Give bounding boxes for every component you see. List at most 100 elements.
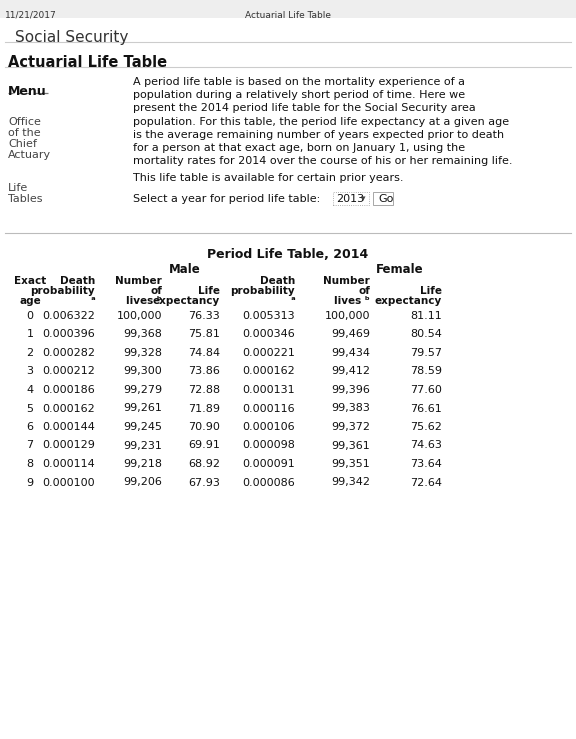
Text: 0.006322: 0.006322 [42, 311, 95, 321]
Text: 0.000162: 0.000162 [242, 367, 295, 376]
Text: 99,383: 99,383 [331, 403, 370, 414]
Text: 100,000: 100,000 [116, 311, 162, 321]
Text: 75.62: 75.62 [410, 422, 442, 432]
Text: Death: Death [260, 276, 295, 286]
Text: A period life table is based on the mortality experience of a: A period life table is based on the mort… [133, 77, 465, 87]
Text: 0.000162: 0.000162 [42, 403, 95, 414]
Text: Menu: Menu [8, 85, 47, 98]
Text: 79.57: 79.57 [410, 348, 442, 358]
Text: 0.000116: 0.000116 [242, 403, 295, 414]
Text: 99,300: 99,300 [123, 367, 162, 376]
Text: population during a relatively short period of time. Here we: population during a relatively short per… [133, 90, 465, 101]
Text: Select a year for period life table:: Select a year for period life table: [133, 194, 320, 205]
Text: Number: Number [115, 276, 162, 286]
Text: 0.000346: 0.000346 [242, 330, 295, 339]
Text: 99,261: 99,261 [123, 403, 162, 414]
Text: expectancy: expectancy [375, 296, 442, 306]
Text: 72.64: 72.64 [410, 477, 442, 488]
Text: 0: 0 [26, 311, 33, 321]
Text: Male: Male [169, 263, 201, 276]
Text: Social Security: Social Security [15, 30, 128, 45]
Text: 68.92: 68.92 [188, 459, 220, 469]
Text: 76.33: 76.33 [188, 311, 220, 321]
Text: ▾: ▾ [361, 194, 366, 203]
Text: population. For this table, the period life expectancy at a given age: population. For this table, the period l… [133, 117, 509, 126]
Text: 99,396: 99,396 [331, 385, 370, 395]
Text: 2: 2 [26, 348, 33, 358]
Text: 99,372: 99,372 [331, 422, 370, 432]
Bar [0, 0, 576, 18]
Text: 11/21/2017: 11/21/2017 [5, 11, 57, 20]
Text: of the: of the [8, 128, 41, 138]
Text: 99,206: 99,206 [123, 477, 162, 488]
Text: probability: probability [31, 286, 95, 296]
Text: 4: 4 [26, 385, 33, 395]
Text: 1: 1 [26, 330, 33, 339]
Text: This life table is available for certain prior years.: This life table is available for certain… [133, 174, 404, 183]
Text: Office: Office [8, 117, 41, 127]
Text: 80.54: 80.54 [410, 330, 442, 339]
Text: Number: Number [323, 276, 370, 286]
Text: 99,328: 99,328 [123, 348, 162, 358]
Text: 3: 3 [26, 367, 33, 376]
Text: of: of [150, 286, 162, 296]
Text: 0.000100: 0.000100 [43, 477, 95, 488]
Text: Life: Life [198, 286, 220, 296]
Text: Chief: Chief [8, 139, 37, 149]
Text: ᵃ: ᵃ [290, 296, 295, 306]
Text: 0.000098: 0.000098 [242, 440, 295, 451]
Text: 0.000129: 0.000129 [42, 440, 95, 451]
Text: 0.000106: 0.000106 [242, 422, 295, 432]
Text: 99,218: 99,218 [123, 459, 162, 469]
Text: Exact: Exact [14, 276, 46, 286]
Text: 73.64: 73.64 [410, 459, 442, 469]
Text: for a person at that exact age, born on January 1, using the: for a person at that exact age, born on … [133, 143, 465, 153]
Text: Actuarial Life Table: Actuarial Life Table [245, 11, 331, 20]
Text: 99,231: 99,231 [123, 440, 162, 451]
Text: 72.88: 72.88 [188, 385, 220, 395]
Text: 69.91: 69.91 [188, 440, 220, 451]
Text: Tables: Tables [8, 194, 43, 204]
Text: 0.000114: 0.000114 [42, 459, 95, 469]
Text: is the average remaining number of years expected prior to death: is the average remaining number of years… [133, 130, 504, 140]
Text: 0.000186: 0.000186 [42, 385, 95, 395]
Text: 74.84: 74.84 [188, 348, 220, 358]
Text: 99,279: 99,279 [123, 385, 162, 395]
Text: 100,000: 100,000 [324, 311, 370, 321]
Text: 67.93: 67.93 [188, 477, 220, 488]
Text: 99,368: 99,368 [123, 330, 162, 339]
Text: 0.000282: 0.000282 [42, 348, 95, 358]
Text: Actuary: Actuary [8, 150, 51, 160]
Text: Go: Go [378, 194, 393, 205]
Text: 8: 8 [26, 459, 33, 469]
Text: ᵃ: ᵃ [90, 296, 95, 306]
Text: 99,351: 99,351 [331, 459, 370, 469]
Text: Period Life Table, 2014: Period Life Table, 2014 [207, 248, 369, 261]
Text: 2013: 2013 [336, 194, 364, 205]
Text: 73.86: 73.86 [188, 367, 220, 376]
Text: present the 2014 period life table for the Social Security area: present the 2014 period life table for t… [133, 103, 476, 113]
Text: Death: Death [60, 276, 95, 286]
Text: Actuarial Life Table: Actuarial Life Table [8, 55, 167, 70]
Text: 0.000396: 0.000396 [42, 330, 95, 339]
Text: 0.005313: 0.005313 [242, 311, 295, 321]
Text: age: age [19, 296, 41, 306]
Bar [373, 192, 393, 205]
Text: probability: probability [230, 286, 295, 296]
Text: 75.81: 75.81 [188, 330, 220, 339]
Text: 99,412: 99,412 [331, 367, 370, 376]
Text: 0.000086: 0.000086 [242, 477, 295, 488]
Text: 9: 9 [26, 477, 33, 488]
Text: lives ᵇ: lives ᵇ [126, 296, 162, 306]
Text: expectancy: expectancy [153, 296, 220, 306]
Text: 99,245: 99,245 [123, 422, 162, 432]
Text: Life: Life [420, 286, 442, 296]
Text: 71.89: 71.89 [188, 403, 220, 414]
Text: of: of [358, 286, 370, 296]
Text: 0.000131: 0.000131 [242, 385, 295, 395]
Text: 74.63: 74.63 [410, 440, 442, 451]
Text: 99,434: 99,434 [331, 348, 370, 358]
Text: 78.59: 78.59 [410, 367, 442, 376]
Text: 5: 5 [26, 403, 33, 414]
Text: Female: Female [376, 263, 424, 276]
